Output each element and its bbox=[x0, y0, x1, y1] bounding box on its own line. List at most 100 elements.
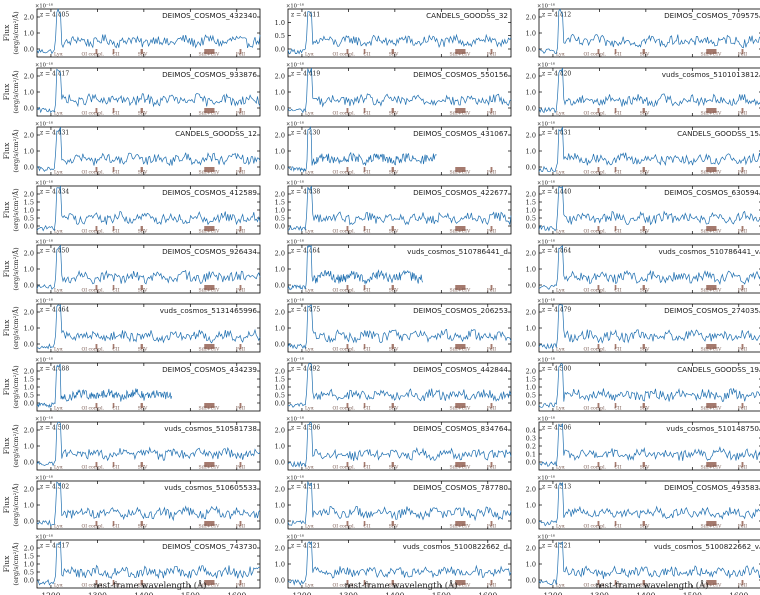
panel-10-ylabel-line1: Flux bbox=[2, 201, 11, 218]
panel-30-xtick-label: 1600 bbox=[729, 591, 748, 595]
panel-29-feature-label-4: SiIV bbox=[389, 583, 399, 589]
panel-14-feature-label-4: SiIV bbox=[389, 288, 399, 294]
panel-27-feature-marker-1 bbox=[597, 521, 600, 526]
panel-29-feature-marker-3 bbox=[391, 580, 394, 585]
panel-2-feature-marker-3 bbox=[391, 49, 394, 54]
panel-3-feature-label-3: CII bbox=[614, 52, 621, 58]
panel-7-ytick-label: 1.0 bbox=[24, 148, 34, 156]
panel-29-scale-label: ×10⁻¹⁸ bbox=[286, 535, 304, 541]
panel-15-feature-marker-5 bbox=[741, 285, 744, 290]
panel-20-ytick-label: 0.5 bbox=[275, 392, 285, 400]
panel-28-xtick-label: 1300 bbox=[88, 591, 107, 595]
panel-5-ytick-label: 0.0 bbox=[275, 105, 285, 113]
panel-25-feature-label-2: OI compl. bbox=[81, 524, 104, 530]
panel-27-feature-label-2: OI compl. bbox=[583, 524, 606, 530]
panel-22-spectrum-line bbox=[36, 421, 261, 467]
panel-19-feature-marker-5 bbox=[239, 403, 242, 408]
panel-16-feature-label-5: SiII+CIV bbox=[199, 347, 220, 353]
panel-13-feature-marker-4 bbox=[204, 285, 215, 290]
panel-9-ytick-label: 1.0 bbox=[526, 148, 536, 156]
panel-10-ytick-label: 0.5 bbox=[24, 215, 34, 223]
panel-11-ytick-label: 1.0 bbox=[275, 207, 285, 215]
panel-7-feature-label-2: OI compl. bbox=[81, 170, 104, 176]
panel-14-feature-label-6: FeII bbox=[487, 288, 496, 294]
panel-17-ytick-label: 2.0 bbox=[275, 309, 285, 317]
panel-19-title: DEIMOS_COSMOS_434239 bbox=[162, 365, 257, 374]
panel-27-feature-marker-5 bbox=[741, 521, 744, 526]
panel-24-feature-marker-5 bbox=[741, 462, 744, 467]
panel-10-feature-marker-4 bbox=[204, 226, 215, 231]
panel-4-feature-label-4: SiIV bbox=[138, 111, 148, 117]
panel-9-feature-label-4: SiIV bbox=[640, 170, 650, 176]
panel-29-ytick-label: 1.0 bbox=[275, 561, 285, 569]
panel-26-ytick-label: 1.0 bbox=[275, 502, 285, 510]
panel-9-redshift: z = 4.431 bbox=[542, 130, 571, 137]
panel-28-feature-label-6: FeII bbox=[236, 583, 245, 589]
panel-14-scale-label: ×10⁻¹⁸ bbox=[286, 240, 304, 246]
panel-16-feature-label-1: Lyα bbox=[54, 347, 63, 353]
panel-23-feature-label-4: SiIV bbox=[389, 465, 399, 471]
panel-9-scale-label: ×10⁻¹⁸ bbox=[537, 122, 555, 128]
panel-4-feature-marker-3 bbox=[140, 108, 143, 113]
panel-12-feature-label-4: SiIV bbox=[640, 229, 650, 235]
panel-4-feature-marker-2 bbox=[112, 108, 115, 113]
panel-21-ytick-label: 1.5 bbox=[526, 376, 536, 384]
panel-15-ytick-label: 0.0 bbox=[526, 282, 536, 290]
panel-20-ytick-label: 2.0 bbox=[275, 368, 285, 376]
panel-22-feature-marker-5 bbox=[239, 462, 242, 467]
panel-17-scale-label: ×10⁻¹⁸ bbox=[286, 299, 304, 305]
panel-2-feature-label-4: SiIV bbox=[389, 52, 399, 58]
panel-17-feature-label-2: OI compl. bbox=[332, 347, 355, 353]
panel-25-feature-marker-3 bbox=[140, 521, 143, 526]
panel-20-feature-marker-2 bbox=[363, 403, 366, 408]
panel-20-ytick-label: 1.5 bbox=[275, 376, 285, 384]
panel-13-feature-marker-2 bbox=[112, 285, 115, 290]
panel-18-feature-marker-2 bbox=[614, 344, 617, 349]
panel-3-feature-marker-3 bbox=[642, 49, 645, 54]
panel-11-ytick-label: 2.0 bbox=[275, 191, 285, 199]
panel-10-ytick-label: 1.0 bbox=[24, 207, 34, 215]
panel-30-xtick-label: 1200 bbox=[543, 591, 562, 595]
panel-6-feature-label-5: SiII+CIV bbox=[701, 111, 722, 117]
panel-10-feature-label-1: Lyα bbox=[54, 229, 63, 235]
panel-4-ytick-label: 2.0 bbox=[24, 73, 34, 81]
panel-23-feature-marker-5 bbox=[490, 462, 493, 467]
panel-11-feature-marker-3 bbox=[391, 226, 394, 231]
panel-7-feature-marker-3 bbox=[140, 167, 143, 172]
panel-20-feature-label-2: OI compl. bbox=[332, 406, 355, 412]
panel-9-feature-label-1: Lyα bbox=[556, 170, 565, 176]
panel-26-feature-marker-4 bbox=[455, 521, 466, 526]
panel-12-feature-marker-4 bbox=[706, 226, 717, 231]
panel-17-redshift: z = 4.475 bbox=[291, 307, 320, 314]
panel-16-title: vuds_cosmos_5131465996 bbox=[160, 306, 258, 315]
panel-3-feature-label-1: Lyα bbox=[556, 52, 565, 58]
panel-23-ytick-label: 0.0 bbox=[275, 459, 285, 467]
panel-22-ylabel-line2: (erg/s/cm²/Å) bbox=[11, 424, 20, 468]
panel-19-feature-label-4: SiIV bbox=[138, 406, 148, 412]
panel-11-scale-label: ×10⁻¹⁸ bbox=[286, 181, 304, 187]
panel-13-title: DEIMOS_COSMOS_926434 bbox=[162, 247, 257, 256]
panel-12-ytick-label: 1.0 bbox=[526, 207, 536, 215]
panel-15-feature-label-2: OI compl. bbox=[583, 288, 606, 294]
panel-25-feature-label-1: Lyα bbox=[54, 524, 63, 530]
panel-18-title: DEIMOS_COSMOS_274035 bbox=[664, 306, 759, 315]
panel-25-feature-marker-1 bbox=[95, 521, 98, 526]
panel-23-spectrum-line bbox=[287, 421, 512, 468]
panel-9-feature-label-2: OI compl. bbox=[583, 170, 606, 176]
panel-25-title: vuds_cosmos_510605533 bbox=[164, 483, 257, 492]
panel-7-feature-marker-2 bbox=[112, 167, 115, 172]
panel-17-feature-marker-5 bbox=[490, 344, 493, 349]
panel-22-feature-marker-1 bbox=[95, 462, 98, 467]
panel-6-feature-label-2: OI compl. bbox=[583, 111, 606, 117]
panel-3-feature-marker-1 bbox=[597, 49, 600, 54]
panel-2-ytick-label: 0.5 bbox=[275, 32, 285, 40]
panel-11-feature-label-4: SiIV bbox=[389, 229, 399, 235]
panel-6-feature-label-4: SiIV bbox=[640, 111, 650, 117]
panel-10-feature-marker-2 bbox=[112, 226, 115, 231]
panel-25-scale-label: ×10⁻¹⁸ bbox=[35, 476, 53, 482]
panel-21-redshift: z = 4.500 bbox=[542, 366, 571, 373]
panel-16-feature-marker-2 bbox=[112, 344, 115, 349]
panel-29-feature-label-1: Lyα bbox=[305, 583, 314, 589]
panel-26-feature-marker-3 bbox=[391, 521, 394, 526]
panel-9-feature-marker-2 bbox=[614, 167, 617, 172]
